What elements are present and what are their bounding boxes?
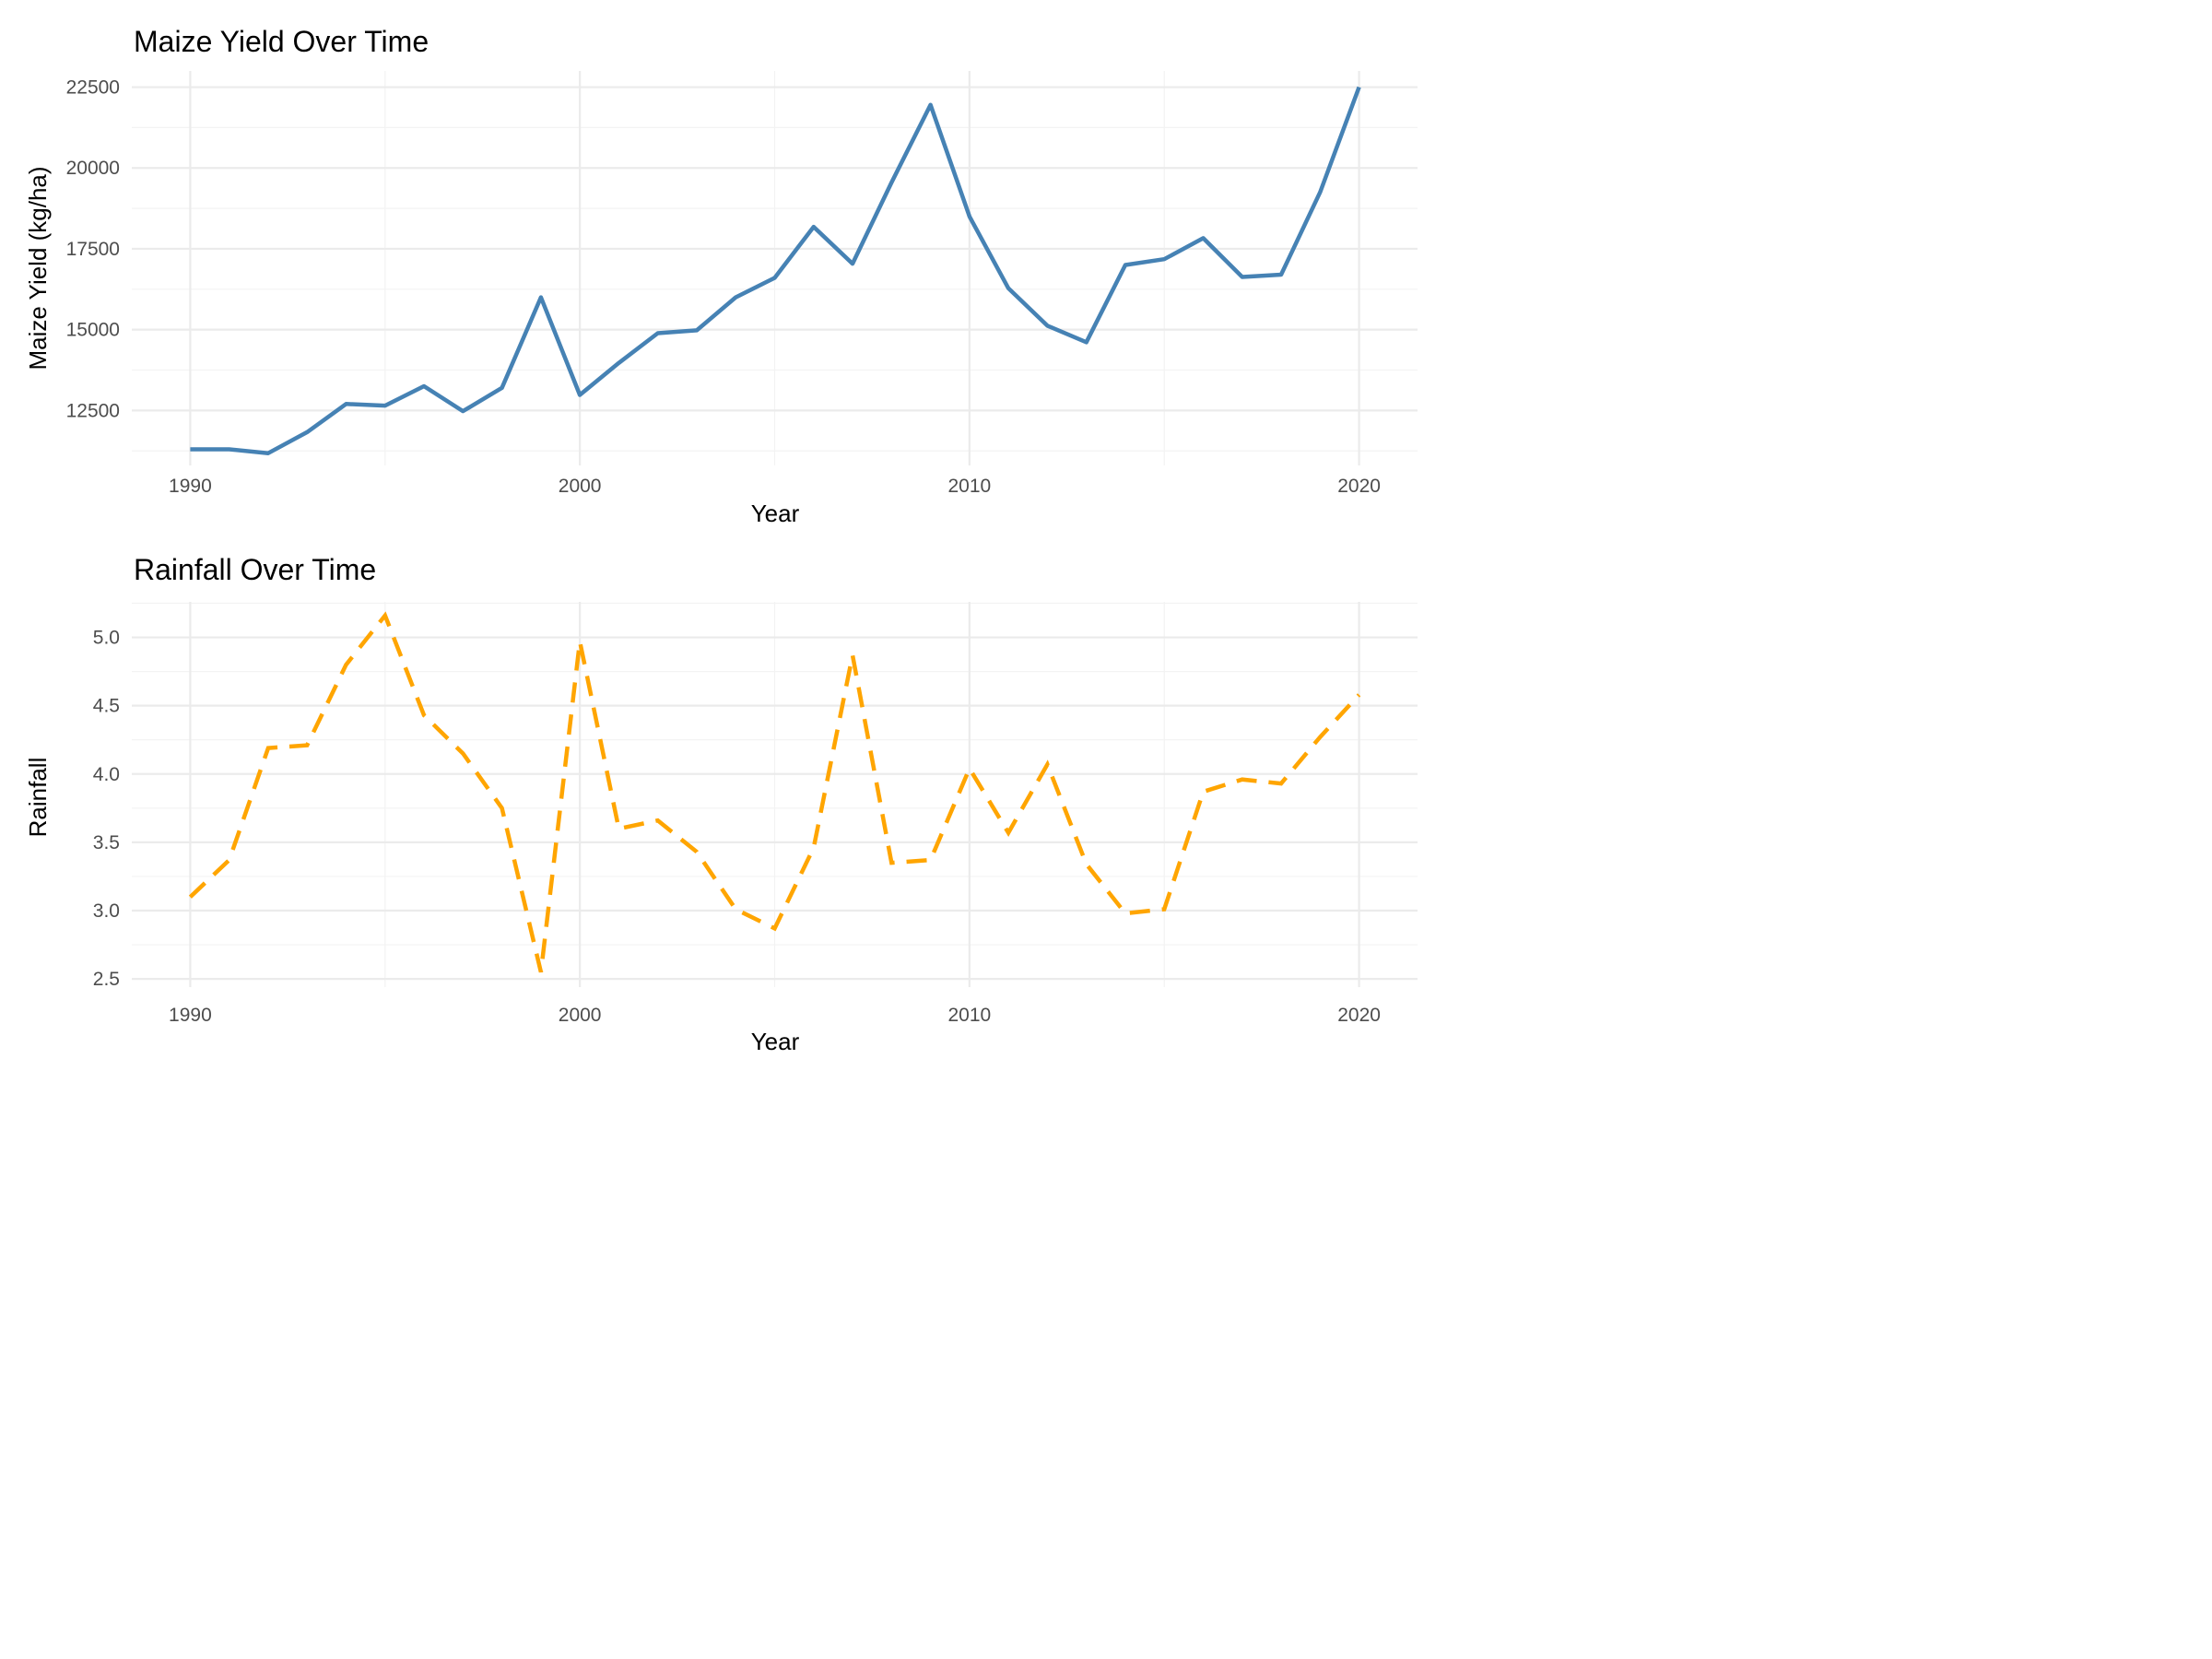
y-axis-label: Maize Yield (kg/ha) xyxy=(24,166,52,370)
y-tick-label: 2.5 xyxy=(93,969,120,990)
y-tick-label: 12500 xyxy=(66,400,120,421)
y-tick-label: 4.0 xyxy=(93,764,120,785)
maize-yield-panel: Maize Yield Over Time Year Maize Yield (… xyxy=(24,25,1418,527)
y-tick-label: 20000 xyxy=(66,158,120,179)
x-tick-label: 2000 xyxy=(559,1005,602,1026)
chart-title: Maize Yield Over Time xyxy=(134,25,429,58)
x-tick-label: 2020 xyxy=(1337,476,1381,497)
plot-area: 1990 2000 2010 2020 12500 15000 17500 20000 2250… xyxy=(66,71,1418,497)
x-axis-label: Year xyxy=(751,1028,800,1055)
y-tick-label: 3.5 xyxy=(93,832,120,853)
rainfall-panel: Rainfall Over Time Year Rainfall 1990 200… xyxy=(24,553,1418,1055)
x-tick-label: 2000 xyxy=(559,476,602,497)
series-line xyxy=(188,611,1361,973)
x-tick-label: 2010 xyxy=(948,1005,992,1026)
figure: Maize Yield Over Time Year Maize Yield (… xyxy=(24,25,1418,1055)
series-line xyxy=(190,86,1361,455)
y-tick-label: 3.0 xyxy=(93,900,120,922)
x-tick-label: 1990 xyxy=(169,1005,212,1026)
chart-title: Rainfall Over Time xyxy=(134,553,376,586)
y-axis-label: Rainfall xyxy=(24,758,52,838)
y-tick-label: 4.5 xyxy=(93,696,120,717)
x-axis-label: Year xyxy=(751,500,800,527)
x-tick-label: 2020 xyxy=(1337,1005,1381,1026)
plot-area: 1990 2000 2010 2020 2.5 3.0 3.5 4.0 4.5 5.0 xyxy=(93,602,1418,1026)
y-tick-label: 5.0 xyxy=(93,628,120,649)
y-tick-label: 22500 xyxy=(66,77,120,99)
x-tick-label: 1990 xyxy=(169,476,212,497)
y-tick-label: 17500 xyxy=(66,239,120,260)
y-tick-label: 15000 xyxy=(66,320,120,341)
x-tick-label: 2010 xyxy=(948,476,992,497)
